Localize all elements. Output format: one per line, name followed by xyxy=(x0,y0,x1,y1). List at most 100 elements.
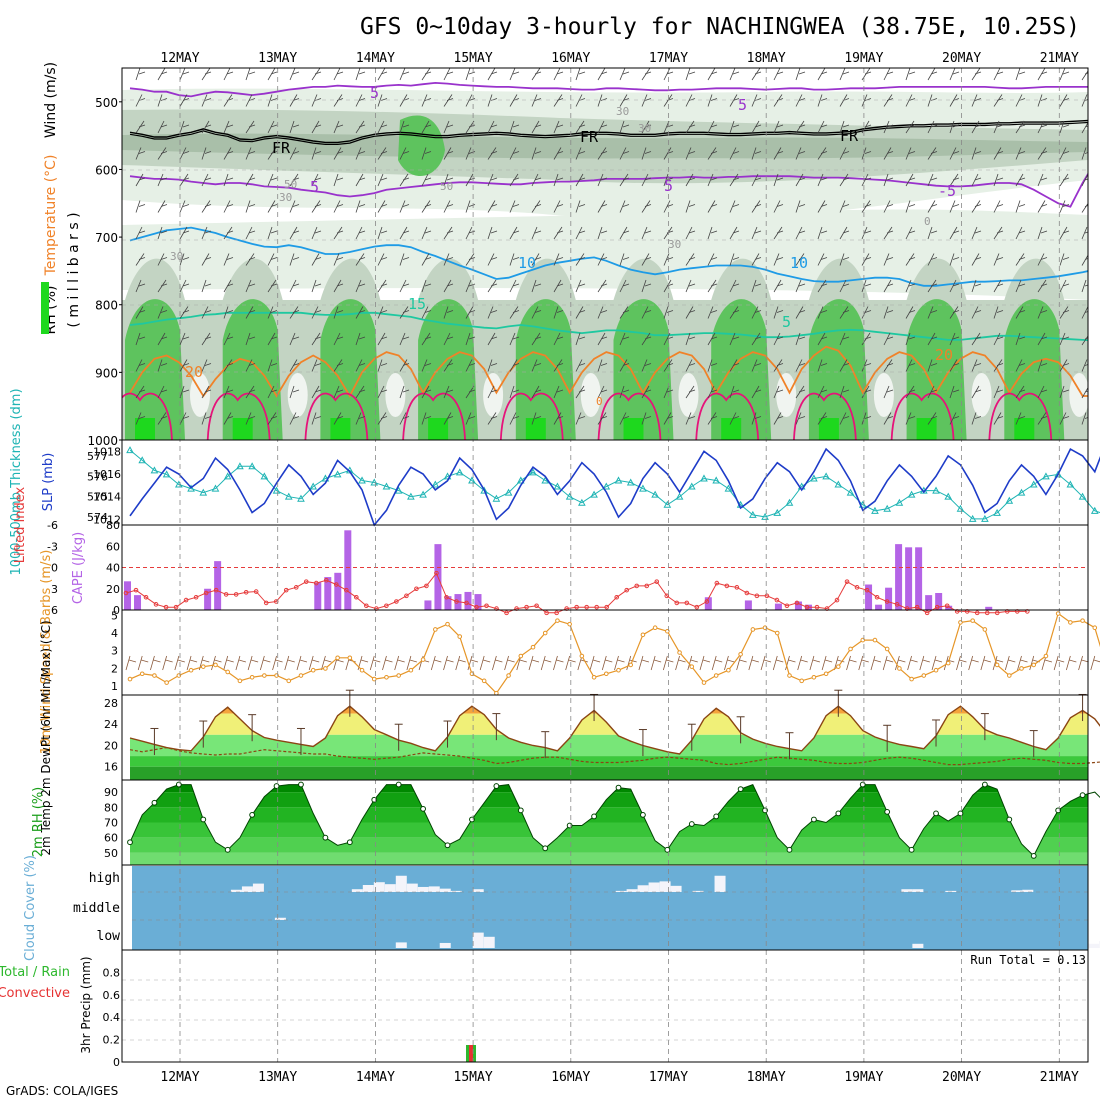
cloud-bar-low xyxy=(439,942,451,948)
wind-barb xyxy=(509,332,520,346)
thickness-point xyxy=(272,486,281,494)
wind-barb xyxy=(355,94,366,107)
thickness-point xyxy=(480,486,489,494)
wind-speed-point xyxy=(689,664,695,669)
wind-barb xyxy=(487,120,498,134)
wind-barb-10m xyxy=(821,655,833,671)
wind-barb xyxy=(817,412,828,425)
cloud-bar-high xyxy=(1011,890,1023,892)
rh-point xyxy=(542,845,549,852)
wind-barb xyxy=(575,68,586,81)
wind-barb xyxy=(619,253,630,266)
li-point xyxy=(384,603,389,609)
thickness-point xyxy=(407,492,415,500)
contour-label: 30 xyxy=(279,191,292,204)
wind-speed-point xyxy=(518,653,524,659)
wind-barb xyxy=(883,147,894,160)
wind-barb xyxy=(531,412,542,425)
wind-speed-point xyxy=(335,655,340,661)
wind-barb xyxy=(751,306,762,319)
thickness-point xyxy=(748,510,757,518)
wind-barb xyxy=(355,200,366,213)
rh-dry-gap xyxy=(678,373,699,417)
wind-barb xyxy=(399,253,410,266)
wind-tick-label: 4 xyxy=(111,627,118,640)
cloud-bar-high xyxy=(472,889,484,892)
li-point xyxy=(424,583,429,589)
wind-speed-point xyxy=(897,666,902,671)
wind-barb xyxy=(1059,385,1070,399)
wind-barb xyxy=(861,306,872,319)
wind-barb-10m xyxy=(406,655,417,671)
x-tick-label-bottom: 14MAY xyxy=(356,1070,395,1085)
wind-barb xyxy=(575,226,586,240)
wind-tick-label: 5 xyxy=(111,609,118,622)
cloud-tick-label: low xyxy=(97,929,121,944)
isotherm-25-lobe xyxy=(304,392,369,440)
wind-barb xyxy=(729,226,740,240)
thickness-point xyxy=(419,490,427,498)
wind-barb-10m xyxy=(247,655,259,671)
isotherm-25-lobe xyxy=(499,392,564,440)
wind-barb xyxy=(531,385,542,399)
wind-barb xyxy=(1081,335,1088,346)
cape-bar xyxy=(474,594,482,610)
temp-band xyxy=(130,756,1088,767)
wind-barb xyxy=(817,332,828,346)
wind-barb xyxy=(355,253,366,266)
wind-barb xyxy=(443,120,454,134)
rh-plume-green xyxy=(125,299,185,440)
thickness-point xyxy=(199,488,208,496)
wind-barb xyxy=(597,200,608,213)
wind-barb xyxy=(707,147,718,160)
li-tick-label: 3 xyxy=(51,583,58,596)
thickness-point xyxy=(333,470,342,478)
x-tick-label-top: 15MAY xyxy=(454,51,493,66)
wind-barb xyxy=(751,147,762,160)
wind-barb xyxy=(685,279,696,293)
thickness-point xyxy=(211,484,220,492)
rh-plume-bright xyxy=(135,418,155,440)
li-point xyxy=(714,580,720,586)
li-point xyxy=(654,579,660,584)
wind-barb xyxy=(399,385,410,399)
li-point xyxy=(834,597,840,603)
thickness-point xyxy=(284,492,293,500)
cape-tick-label: 0 xyxy=(113,604,120,617)
wind-barb xyxy=(509,226,520,240)
wind-barb xyxy=(707,332,718,346)
wind-barb xyxy=(641,68,652,81)
rh-plume-green xyxy=(906,299,967,440)
thickness-point xyxy=(822,472,830,480)
wind-barb xyxy=(1081,202,1088,213)
rh-band xyxy=(130,837,1088,853)
wind-barb xyxy=(135,226,146,240)
thickness-point xyxy=(138,456,147,464)
y-axis-label: ( m i l l i b a r s ) xyxy=(66,212,82,327)
dewpoint-line xyxy=(129,746,1100,766)
wind-barb xyxy=(531,279,542,293)
wind-barb xyxy=(949,173,960,187)
wind-barb xyxy=(729,173,740,187)
temp-band xyxy=(130,706,1088,714)
wind-barb xyxy=(905,412,916,425)
wind-barb xyxy=(531,306,542,319)
wind-barb xyxy=(333,253,344,266)
thickness-point xyxy=(871,506,879,514)
x-tick-label-bottom: 16MAY xyxy=(551,1070,590,1085)
cloud-bar-low xyxy=(483,936,495,948)
wind-barb xyxy=(201,173,212,187)
wind-speed-point xyxy=(701,680,707,685)
wind-barb xyxy=(157,200,168,213)
wind-barb xyxy=(795,200,806,213)
thickness-point xyxy=(907,490,916,498)
wind-barb xyxy=(663,226,674,240)
rh-point xyxy=(200,816,207,823)
wind-barb xyxy=(993,332,1004,346)
wind-barb xyxy=(597,226,608,240)
wind-barb xyxy=(289,68,300,81)
rh-band xyxy=(130,807,1088,823)
thickness-point xyxy=(700,474,708,482)
wind-speed-point xyxy=(970,618,975,623)
